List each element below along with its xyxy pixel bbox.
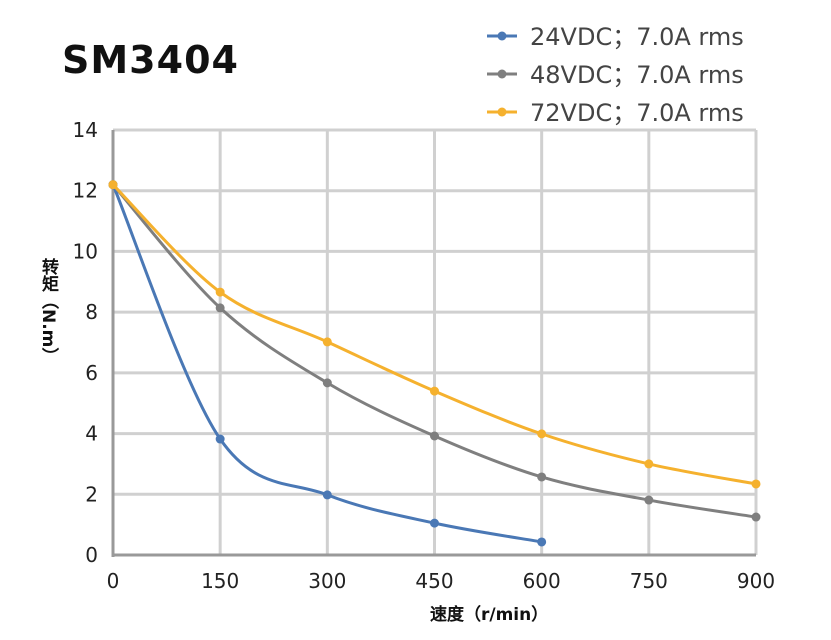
legend-marker — [497, 107, 507, 117]
y-tick-label: 2 — [85, 482, 98, 506]
data-point — [322, 378, 332, 388]
data-point — [430, 518, 439, 528]
data-point — [537, 537, 547, 547]
x-tick-label: 750 — [630, 569, 668, 593]
data-point — [108, 180, 118, 190]
legend-marker — [497, 31, 507, 41]
y-tick-label: 8 — [85, 300, 98, 324]
legend-label: 48VDC；7.0A rms — [530, 61, 744, 89]
data-point — [537, 472, 547, 482]
chart-title: SM3404 — [62, 38, 239, 82]
data-point — [322, 490, 332, 500]
data-point — [644, 459, 654, 469]
x-tick-label: 300 — [308, 569, 346, 593]
data-point — [751, 479, 761, 489]
legend-label: 24VDC；7.0A rms — [530, 23, 744, 51]
y-tick-label: 14 — [73, 118, 98, 142]
y-tick-label: 0 — [85, 543, 98, 567]
x-tick-label: 900 — [737, 569, 775, 593]
data-point — [215, 434, 225, 444]
data-point — [430, 431, 439, 441]
data-point — [215, 287, 225, 297]
data-point — [322, 337, 332, 347]
x-tick-label: 450 — [415, 569, 453, 593]
legend-marker — [497, 69, 507, 79]
y-tick-label: 4 — [85, 422, 98, 446]
y-tick-label: 10 — [73, 239, 98, 263]
series-line — [111, 184, 542, 544]
data-point — [430, 386, 439, 396]
y-axis-label: 转矩（N.m） — [38, 258, 58, 365]
data-point — [644, 495, 654, 505]
y-tick-label: 12 — [73, 179, 98, 203]
data-point — [215, 303, 225, 313]
x-axis-label: 速度（r/min） — [430, 605, 549, 625]
y-tick-label: 6 — [85, 361, 98, 385]
x-tick-label: 150 — [201, 569, 239, 593]
x-tick-label: 600 — [523, 569, 561, 593]
legend-label: 72VDC；7.0A rms — [530, 99, 744, 127]
x-tick-label: 0 — [107, 569, 120, 593]
data-point — [537, 429, 547, 439]
data-point — [751, 512, 761, 522]
